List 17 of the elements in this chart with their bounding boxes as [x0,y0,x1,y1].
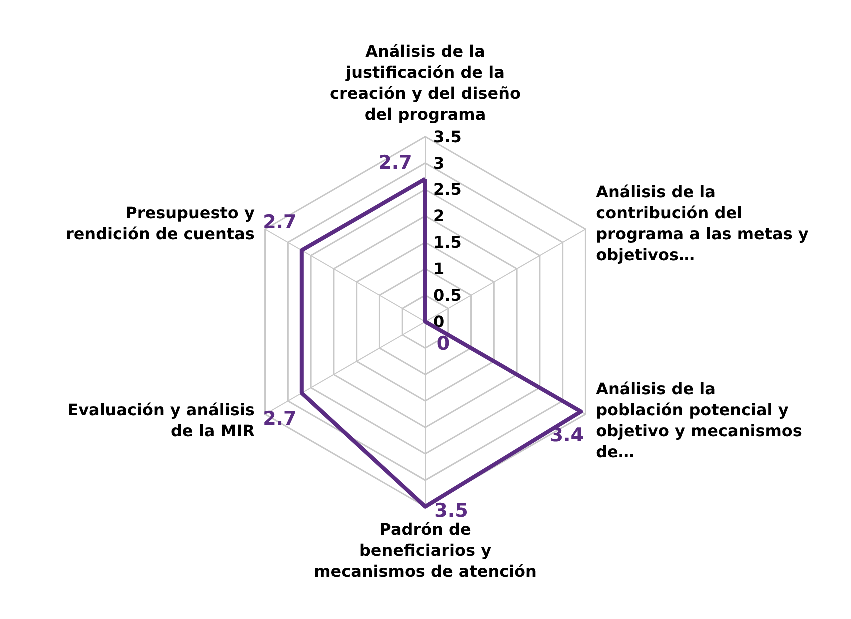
y-tick-label: 1.5 [434,233,462,252]
spoke-label: Análisis de la población potencial y objetivo y mecanismos de… [596,379,802,462]
data-label: 2.7 [263,212,297,234]
spoke-label: Análisis de la contribución del programa a las metas y objetivos… [596,182,810,264]
y-tick-label: 0 [434,312,445,332]
y-tick-label: 3.5 [434,127,462,146]
spoke-label: Análisis de la justificación de la creación y del diseño del programa [330,42,522,124]
y-tick-label: 2 [434,206,445,226]
y-tick-label: 0.5 [434,286,462,305]
y-tick-label: 1 [434,260,445,279]
spoke-label: Padrón de beneficiarios y mecanismos de atención [314,520,537,581]
data-label: 2.7 [263,408,297,430]
spoke-label: Evaluación y análisis de la MIR [68,400,255,440]
y-tick-label: 3 [434,154,445,173]
data-label: 2.7 [378,152,412,174]
y-tick-label: 2.5 [434,180,462,200]
spoke-label: Presupuesto y rendición de cuentas [66,203,256,244]
